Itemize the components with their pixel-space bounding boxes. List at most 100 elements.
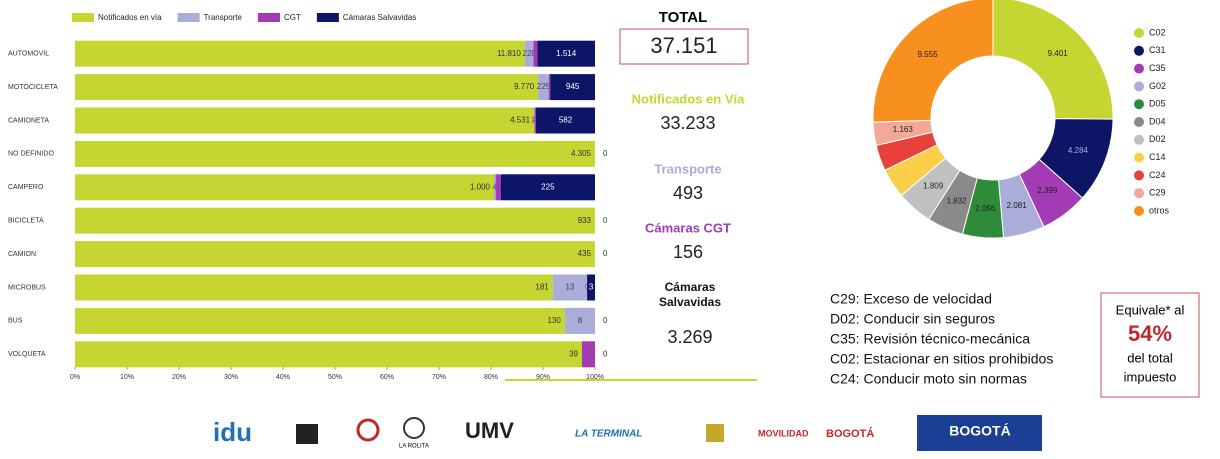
notes: C29: Exceso de velocidad D02: Conducir s… — [830, 291, 1053, 387]
y-tick-label: CAMION — [8, 251, 36, 258]
callout-text: Equivale* al — [1116, 302, 1185, 317]
logo: idu — [213, 417, 252, 447]
x-tick-label: 0% — [70, 374, 80, 381]
bar-segment — [75, 74, 538, 100]
data-label: 1.000 — [470, 182, 491, 191]
legend-label: C31 — [1149, 45, 1166, 55]
legend-swatch — [178, 13, 200, 22]
x-tick-label: 80% — [484, 374, 498, 381]
legend-label: Notificados en vía — [98, 13, 162, 22]
legend-swatch — [1134, 153, 1144, 163]
y-tick-label: MICROBUS — [8, 284, 46, 291]
legend-swatch — [1134, 99, 1144, 109]
legend-swatch — [317, 13, 339, 22]
logo-icon — [404, 418, 424, 438]
kpi-label-box: Cámaras Salvavidas — [640, 280, 740, 316]
bar-segment — [75, 275, 553, 301]
kpi-label: Transporte — [654, 161, 721, 176]
bar-segment — [75, 174, 494, 200]
bar-segment — [75, 341, 582, 367]
legend-label: Transporte — [204, 13, 243, 22]
y-tick-label: CAMPERO — [8, 184, 44, 191]
data-label: 1 — [586, 349, 591, 358]
y-tick-label: BICICLETA — [8, 218, 44, 225]
data-label: 1.809 — [923, 182, 944, 191]
x-tick-label: 90% — [536, 374, 550, 381]
bar-segment — [534, 41, 538, 67]
x-tick-label: 10% — [120, 374, 134, 381]
x-tick-label: 100% — [586, 374, 604, 381]
legend-swatch — [1134, 117, 1144, 127]
logo: BOGOTÁ — [949, 423, 1010, 439]
bar-segment — [549, 74, 550, 100]
legend-label: D02 — [1149, 134, 1166, 144]
legend-swatch — [72, 13, 94, 22]
logo: LA TERMINAL — [575, 429, 642, 440]
footer: idu LA ROLITA UMV LA TERMINAL MOVILIDAD … — [213, 415, 1042, 451]
legend-label: C02 — [1149, 27, 1166, 37]
y-tick-label: VOLQUETA — [8, 351, 46, 358]
legend-swatch — [1134, 206, 1144, 216]
logo-icon — [358, 420, 378, 440]
data-label: 181 — [535, 283, 549, 292]
total-label: TOTAL — [659, 9, 708, 26]
data-label: 945 — [566, 82, 580, 91]
kpi-value: 33.233 — [660, 113, 715, 133]
callout-text: impuesto — [1124, 369, 1177, 384]
data-label: 8 — [578, 316, 583, 325]
legend-label: C24 — [1149, 170, 1166, 180]
callout-text: del total — [1127, 350, 1173, 365]
logo-icon — [296, 424, 318, 444]
legend-swatch — [258, 13, 280, 22]
donut-slice — [873, 0, 993, 122]
y-tick-label: MOTOCICLETA — [8, 84, 58, 91]
data-label: 9.770 — [514, 82, 535, 91]
kpi-value: 493 — [673, 183, 703, 203]
data-label: 9.555 — [918, 50, 939, 59]
legend-swatch — [1134, 81, 1144, 91]
data-label: 0 — [603, 316, 608, 325]
bar-segment — [75, 141, 595, 167]
legend-label: otros — [1149, 205, 1170, 215]
data-label: 582 — [559, 116, 573, 125]
legend-label: Cámaras Salvavidas — [343, 13, 416, 22]
x-tick-label: 30% — [224, 374, 238, 381]
data-label: 1.163 — [893, 125, 914, 134]
x-tick-label: 50% — [328, 374, 342, 381]
kpi-label: Cámaras Salvavidas — [640, 280, 740, 310]
data-label: 13 — [565, 283, 574, 292]
data-label: 435 — [578, 249, 592, 258]
data-label: 11.810 — [497, 49, 521, 58]
legend-swatch — [1134, 64, 1144, 74]
y-tick-label: BUS — [8, 318, 23, 325]
legend-swatch — [1134, 188, 1144, 198]
logo: LA ROLITA — [399, 444, 429, 450]
data-label: 3 — [589, 283, 594, 292]
x-tick-label: 70% — [432, 374, 446, 381]
data-label: 0 — [603, 216, 608, 225]
data-label: 2.399 — [1037, 186, 1058, 195]
data-label: 0 — [603, 249, 608, 258]
data-label: 1.832 — [947, 197, 968, 206]
x-tick-label: 60% — [380, 374, 394, 381]
y-tick-label: NO DEFINIDO — [8, 151, 54, 158]
logo: UMV — [465, 418, 514, 443]
legend-label: C29 — [1149, 188, 1166, 198]
legend-swatch — [1134, 170, 1144, 180]
kpi-value: 3.269 — [667, 327, 712, 347]
data-label: 2.081 — [1007, 201, 1028, 210]
data-label: 933 — [578, 216, 592, 225]
y-tick-label: AUTOMOVIL — [8, 51, 49, 58]
legend-label: C14 — [1149, 152, 1166, 162]
donut-slice — [993, 0, 1113, 119]
data-label: 225 — [537, 82, 551, 91]
logo: BOGOTÁ — [826, 427, 874, 440]
data-label: 1.514 — [556, 49, 577, 58]
data-label: 9.401 — [1048, 49, 1069, 58]
data-label: 225 — [541, 182, 555, 191]
legend-swatch — [1134, 46, 1144, 56]
note: D02: Conducir sin seguros — [830, 311, 995, 327]
kpi-value: 156 — [673, 242, 703, 262]
callout-percent: 54% — [1128, 321, 1172, 346]
bar-segment — [75, 308, 565, 334]
